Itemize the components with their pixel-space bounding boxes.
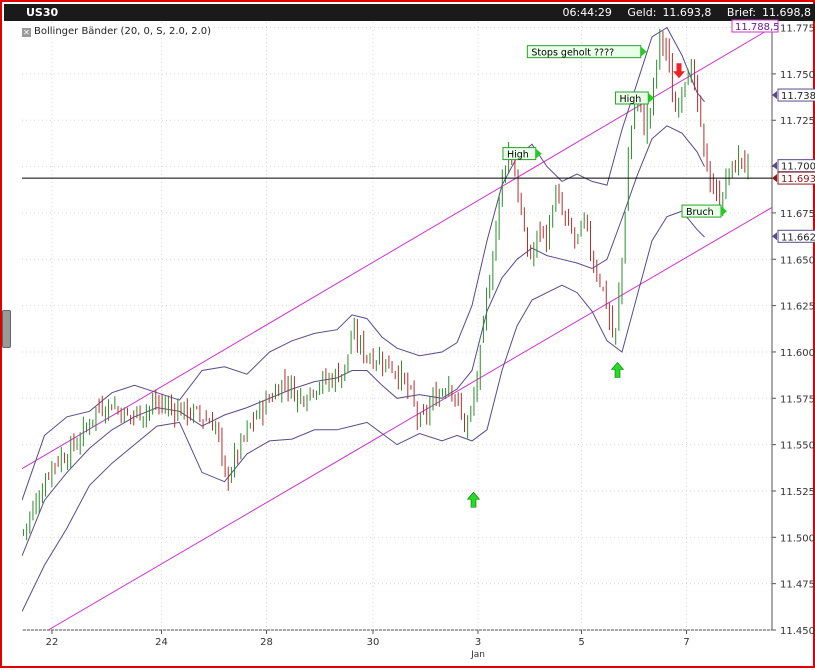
price-tag [777, 171, 815, 185]
bid-value: 11.693,8 [662, 6, 712, 19]
y-tick-label: 11.550 [780, 441, 815, 452]
y-tick-label: 11.725 [780, 116, 815, 127]
annotation-pointer [535, 148, 542, 159]
indicator-legend: ✕ Bollinger Bänder (20, 0, S, 2.0, 2.0) [22, 26, 212, 37]
ask-label: Brief: [726, 6, 757, 19]
indicator-label: Bollinger Bänder (20, 0, S, 2.0, 2.0) [34, 26, 212, 37]
price-tag-label: 11.700,5 [781, 162, 815, 173]
resize-handle[interactable] [2, 310, 11, 348]
price-tag-pointer [772, 232, 777, 241]
price-tag-pointer [772, 174, 777, 183]
x-tick-label: 24 [155, 637, 168, 648]
annotation-pointer [648, 93, 655, 103]
y-tick-label: 11.625 [780, 302, 815, 313]
y-tick-label: 11.525 [780, 487, 815, 498]
close-icon[interactable]: ✕ [22, 28, 31, 37]
y-tick-label: 11.575 [780, 394, 815, 405]
price-tag [777, 88, 815, 102]
arrow-down-icon [673, 63, 685, 79]
annotation-pointer [640, 46, 647, 57]
x-tick-label: 28 [260, 637, 273, 648]
price-tag-label: 11.693,8 [781, 174, 815, 185]
x-tick-label: 22 [46, 637, 59, 648]
title-bar: US30 06:44:29 Geld: 11.693,8 Brief: 11.698… [4, 4, 815, 21]
bollinger-upper-line [22, 26, 705, 501]
y-tick-label: 11.650 [780, 255, 815, 266]
bid-label: Geld: [627, 6, 657, 19]
y-tick-label: 11.450 [780, 626, 815, 637]
channel-lower-line [48, 206, 772, 630]
bollinger-lower-line [22, 210, 705, 612]
annotation-label: High [507, 150, 529, 161]
price-tag-pointer [772, 91, 777, 100]
quote-readout: 06:44:29 Geld: 11.693,8 Brief: 11.698,8 [556, 6, 811, 19]
price-tag [731, 19, 779, 33]
symbol-label: US30 [26, 6, 59, 19]
price-tag [777, 229, 815, 243]
price-tag-label: 11.662,4 [781, 232, 815, 243]
price-tag-pointer [772, 161, 777, 170]
x-month-label: Jan [470, 650, 485, 660]
y-tick-label: 11.500 [780, 533, 815, 544]
annotation-label: Bruch [686, 207, 714, 218]
arrow-up-icon [466, 491, 481, 508]
y-tick-label: 11.775 [780, 24, 815, 35]
annotation-pointer [721, 206, 727, 217]
y-tick-label: 11.750 [780, 70, 815, 81]
x-tick-label: 7 [683, 637, 689, 648]
time-label: 06:44:29 [562, 6, 612, 19]
plot-area [22, 22, 772, 630]
bollinger-middle-line [22, 125, 705, 557]
price-tag-label: 11.788,5 [735, 22, 780, 33]
x-tick-label: 30 [367, 637, 380, 648]
ask-value: 11.698,8 [762, 6, 811, 19]
y-tick-label: 11.475 [780, 580, 815, 591]
price-tag-label: 11.738,6 [781, 91, 815, 102]
y-tick-label: 11.675 [780, 209, 815, 220]
annotation-label: Stops geholt ???? [531, 48, 614, 59]
annotation-label: High [619, 94, 641, 105]
x-tick-label: 3 [475, 637, 481, 648]
arrow-up-icon [610, 362, 625, 378]
x-tick-label: 5 [578, 637, 584, 648]
y-tick-label: 11.600 [780, 348, 815, 359]
